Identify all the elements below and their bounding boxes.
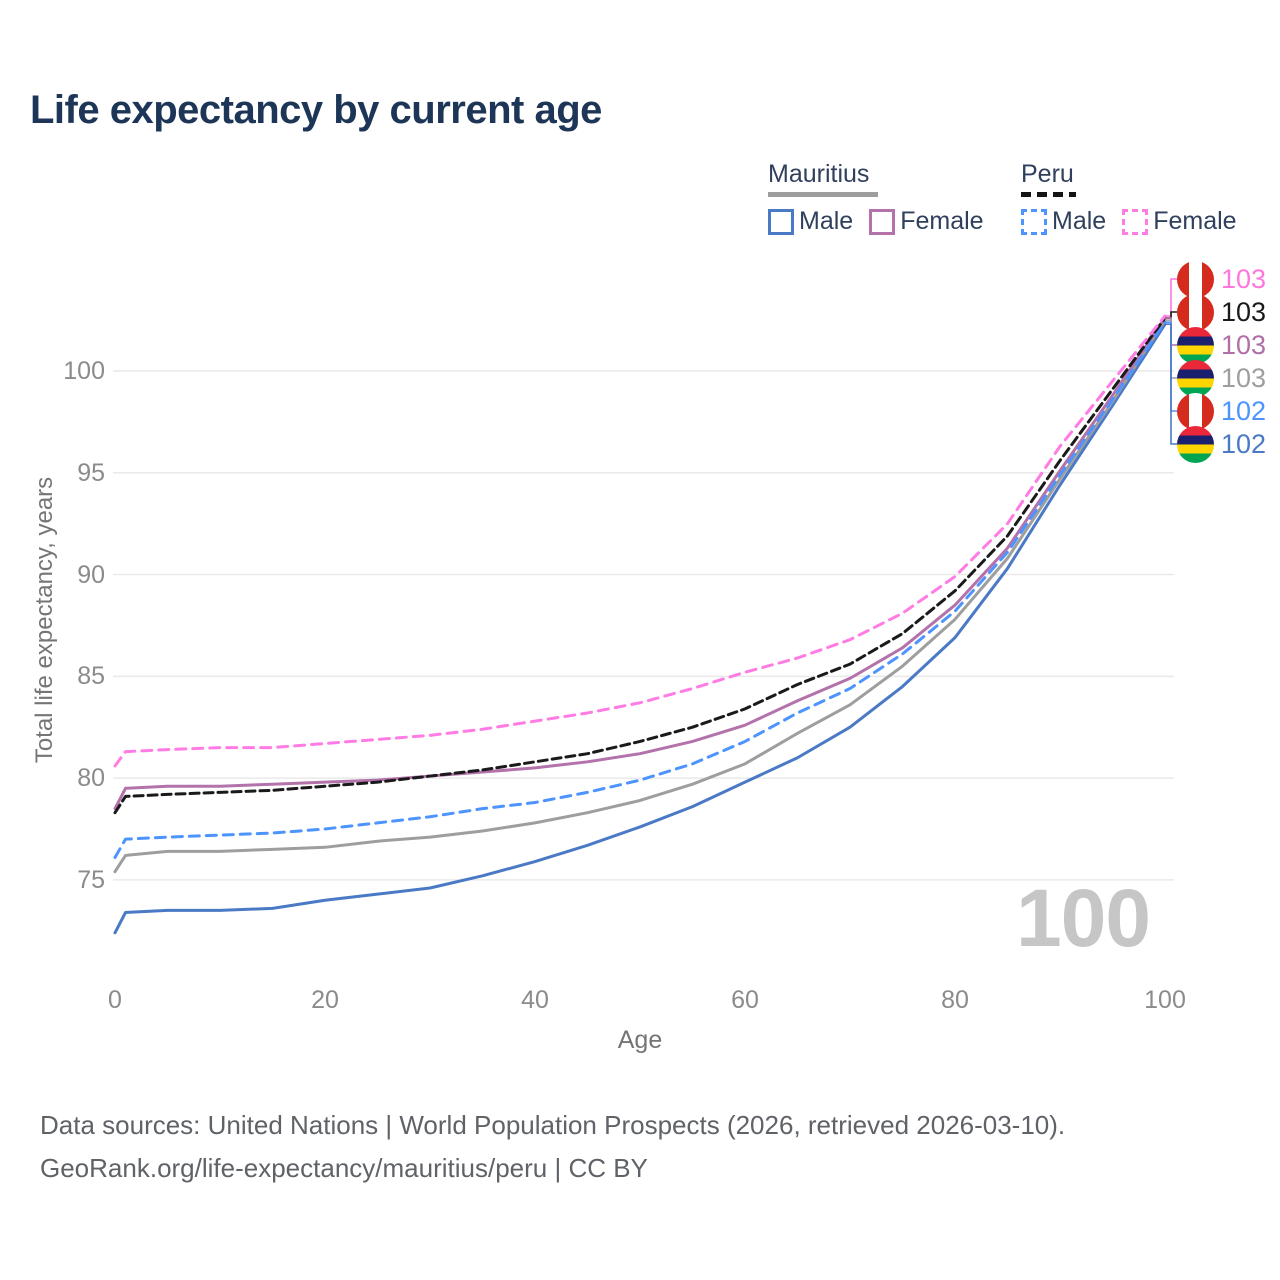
- y-tick-label: 85: [77, 662, 105, 691]
- legend-item-peru-male[interactable]: Male: [1021, 207, 1106, 236]
- x-tick-label: 20: [311, 986, 339, 1014]
- series-line-mauritius-female: [113, 316, 1167, 811]
- age-watermark: 100: [1016, 873, 1151, 964]
- x-tick-label: 60: [731, 986, 759, 1014]
- peru-flag-icon: [1177, 392, 1214, 430]
- legend-swatch-dashed-blue-icon: [1021, 208, 1047, 235]
- x-axis-title: Age: [617, 1026, 663, 1054]
- legend-swatch-dashed-pink-icon: [1122, 208, 1149, 235]
- series-line-mauritius-male: [113, 322, 1167, 935]
- legend-swatch-solid-blue-icon: [768, 208, 794, 235]
- legend-swatch-solid-purple-icon: [869, 208, 896, 235]
- x-tick-label: 100: [1144, 986, 1186, 1014]
- y-axis-title: Total life expectancy, years: [31, 476, 58, 764]
- end-label-value: 103: [1221, 263, 1267, 294]
- y-tick-label: 75: [77, 865, 105, 894]
- series-line-mauritius-both-sexes-: [113, 318, 1167, 874]
- end-label-row-peru-both-sexes-: 103: [1177, 293, 1267, 331]
- legend-item-label: Female: [1153, 207, 1237, 235]
- y-tick-label: 80: [77, 764, 105, 793]
- y-tick-label: 90: [77, 560, 105, 589]
- mauritius-flag-icon: [1177, 359, 1214, 397]
- end-label-row-peru-female: 103: [1177, 260, 1267, 298]
- legend-item-label: Female: [900, 207, 984, 235]
- end-label-connector: [1165, 278, 1177, 317]
- end-label-value: 103: [1221, 296, 1267, 327]
- legend-item-label: Male: [799, 207, 854, 235]
- legend-item-mauritius-female[interactable]: Female: [869, 207, 984, 236]
- end-label-value: 102: [1221, 395, 1267, 426]
- end-label-value: 103: [1221, 329, 1267, 360]
- x-tick-label: 0: [108, 986, 122, 1014]
- mauritius-flag-icon: [1177, 425, 1214, 463]
- legend-underline-dashed: [1021, 192, 1076, 197]
- legend-item-mauritius-male[interactable]: Male: [768, 207, 853, 236]
- end-label-row-mauritius-both-sexes-: 103: [1177, 359, 1267, 397]
- legend-group-mauritius: Mauritius Male Female: [768, 160, 984, 236]
- end-label-connector: [1165, 323, 1177, 445]
- data-sources-line: Data sources: United Nations | World Pop…: [40, 1110, 1066, 1140]
- legend-item-label: Male: [1052, 207, 1107, 235]
- legend-header-peru: Peru: [1021, 160, 1074, 188]
- peru-flag-icon: [1177, 293, 1214, 331]
- legend-underline-solid: [768, 192, 878, 197]
- y-tick-label: 100: [63, 357, 105, 385]
- x-tick-label: 40: [521, 986, 549, 1014]
- page-title: Life expectancy by current age: [30, 88, 602, 132]
- legend-header-mauritius: Mauritius: [768, 160, 870, 188]
- legend-item-peru-female[interactable]: Female: [1122, 207, 1237, 236]
- peru-flag-icon: [1177, 260, 1214, 298]
- end-label-row-mauritius-male: 102: [1177, 425, 1267, 463]
- footer: Data sources: United Nations | World Pop…: [40, 1104, 1065, 1190]
- x-tick-label: 80: [941, 986, 969, 1014]
- end-label-connector: [1165, 311, 1177, 319]
- legend-group-peru: Peru Male Female: [1021, 160, 1237, 236]
- series-line-peru-both-sexes-: [113, 316, 1167, 815]
- end-label-value: 102: [1221, 428, 1267, 459]
- series-line-peru-female: [113, 314, 1167, 768]
- end-label-value: 103: [1221, 362, 1267, 393]
- attribution-line: GeoRank.org/life-expectancy/mauritius/pe…: [40, 1153, 648, 1183]
- end-label-row-peru-male: 102: [1177, 392, 1267, 430]
- series-line-peru-male: [113, 320, 1167, 859]
- mauritius-flag-icon: [1177, 326, 1214, 364]
- y-tick-label: 95: [77, 458, 105, 487]
- end-label-row-mauritius-female: 103: [1177, 326, 1267, 364]
